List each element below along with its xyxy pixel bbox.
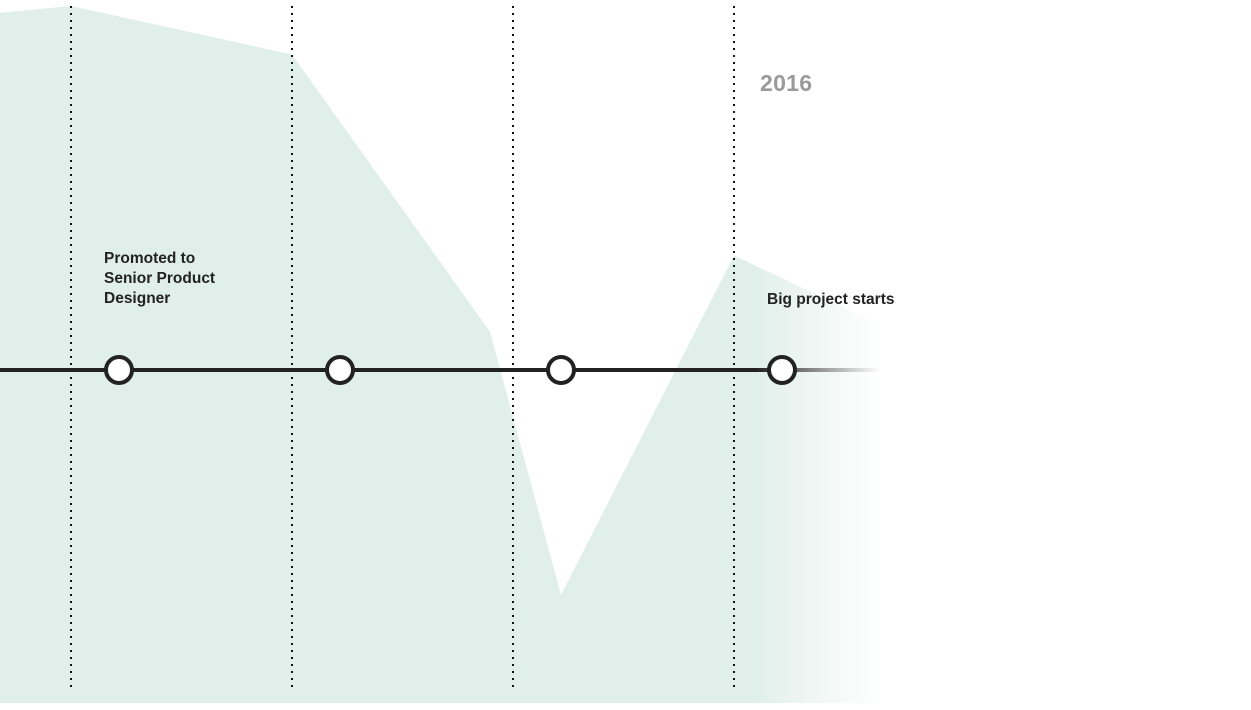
event-label-promotion: Promoted to Senior Product Designer (104, 250, 216, 307)
event-label-big-project: Big project starts (767, 291, 895, 308)
year-label: 2016 (760, 70, 813, 96)
fade-overlay (755, 0, 880, 705)
timeline-node-2 (325, 355, 355, 385)
timeline-node-4 (767, 355, 797, 385)
timeline-node-3 (546, 355, 576, 385)
area-shape (0, 6, 880, 703)
timeline-node-1 (104, 355, 134, 385)
